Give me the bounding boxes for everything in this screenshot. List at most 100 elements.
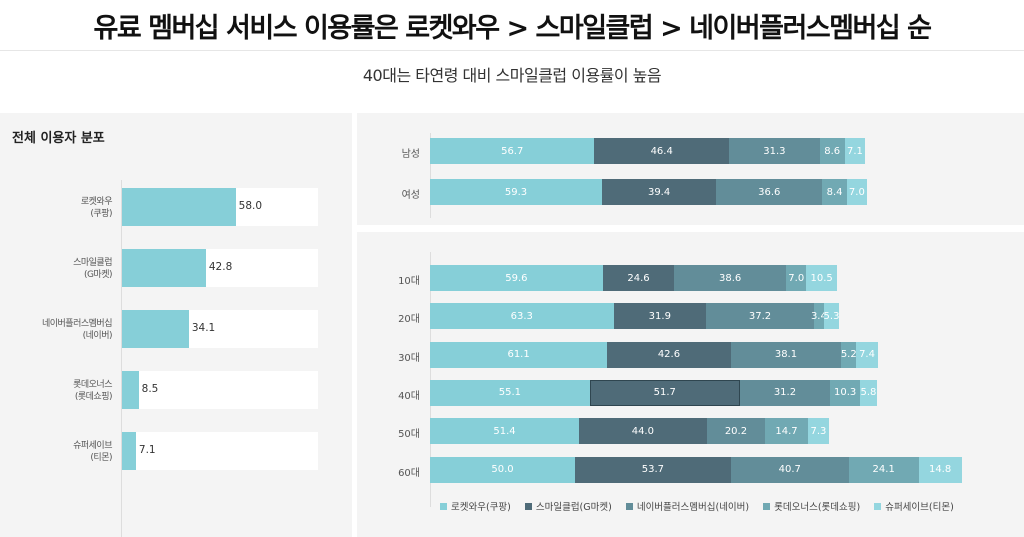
legend-swatch [874,502,882,510]
bar-segment: 51.4 [430,418,580,445]
bar-segment: 46.4 [594,138,729,164]
bar-segment: 56.7 [430,138,595,164]
bar-segment: 55.1 [430,379,590,406]
divider [0,50,1024,51]
data-label: 8.4 [826,186,843,198]
data-label: 50.0 [491,464,514,475]
category-label-line: (롯데쇼핑) [74,392,113,402]
data-label: 14.7 [775,425,798,437]
data-label: 24.1 [872,464,895,475]
data-label: 7.1 [847,145,863,157]
data-label: 10.5 [810,272,833,284]
data-label: 59.3 [504,186,528,198]
data-label: 7.3 [810,425,827,437]
category-label-line: 슈퍼세이브 [73,441,112,451]
category-label: 스마일클럽 (G마켓) [73,257,112,281]
data-label: 46.4 [650,145,673,157]
gender-chart-panel: 남성 56.7 46.4 31.3 8.6 7.1 여성 59.3 39.4 36.6 8.4 7.0 [357,113,1024,225]
data-label: 10.3 [833,387,857,399]
category-label-line: 스마일클럽 [73,258,112,268]
data-label: 61.1 [507,349,530,361]
category-label-line: 네이버플러스멤버십 [41,319,113,329]
category-label: 10대 [398,276,420,287]
category-label: 40대 [398,390,420,402]
category-label: 로켓와우 (쿠팡) [81,196,113,220]
bar-segment: 14.8 [918,456,962,483]
category-label-line: (네이버) [82,331,113,341]
category-label: 여성 [401,190,420,201]
legend-item: 롯데오너스(롯데쇼핑) [763,499,860,513]
bar-segment: 39.4 [601,179,717,205]
bar [122,310,189,348]
data-label: 8.5 [141,383,159,395]
category-label: 20대 [398,314,420,326]
data-label: 55.1 [498,387,522,399]
legend-swatch [763,502,771,510]
bar-track [122,371,318,409]
bar-segment: 37.2 [706,303,814,330]
bar-segment: 20.2 [706,418,766,445]
bar-segment: 59.6 [430,265,603,291]
data-label: 56.7 [501,145,524,157]
bar-segment: 5.3 [824,303,839,330]
data-label: 5.8 [860,387,877,399]
data-label: 7.0 [788,272,805,284]
data-label: 7.4 [859,349,875,361]
bar [122,249,206,287]
legend-label: 스마일클럽(G마켓) [535,502,612,513]
category-label-line: (G마켓) [83,270,113,280]
legend-item: 네이버플러스멤버십(네이버) [625,499,750,513]
bar-segment: 36.6 [716,179,823,205]
data-label: 63.3 [510,310,533,322]
legend-item: 스마일클럽(G마켓) [524,499,612,513]
data-label: 3.4 [810,310,827,322]
legend-swatch [625,502,633,510]
bar-segment: 10.3 [830,379,861,406]
bar-track [122,432,318,470]
bar-segment: 38.1 [730,341,842,368]
legend-label: 네이버플러스멤버십(네이버) [636,502,750,513]
data-label: 51.4 [493,425,516,437]
data-label: 7.0 [848,186,865,198]
category-label: 남성 [401,149,420,160]
bar-segment: 31.3 [728,138,820,164]
data-label: 39.4 [647,186,671,198]
data-label: 38.6 [719,272,742,284]
overall-chart-panel: 전체 이용자 분포 로켓와우 (쿠팡) 58.0 스마일클럽 (G마켓) 42.8 네이버플… [0,113,352,537]
data-label: 44.0 [631,425,654,437]
bar-segment: 31.2 [739,379,831,406]
bar-segment: 51.7 [589,379,740,406]
bar-segment: 5.2 [840,341,857,368]
bar-segment: 7.0 [846,179,868,205]
legend-label: 로켓와우(쿠팡) [451,502,511,513]
data-label: 31.2 [773,387,797,399]
bar-segment: 42.6 [607,341,731,368]
axis-line [121,180,122,537]
bar-segment: 61.1 [430,341,608,368]
bar [122,371,139,409]
data-label: 42.8 [208,261,233,273]
category-label: 롯데오너스 (롯데쇼핑) [73,379,112,403]
data-label: 34.1 [191,322,216,334]
bar-segment: 53.7 [575,456,731,483]
data-label: 36.6 [758,186,781,198]
overall-chart-title: 전체 이용자 분포 [12,131,105,146]
data-label: 20.2 [724,425,748,437]
legend: 로켓와우(쿠팡) 스마일클럽(G마켓) 네이버플러스멤버십(네이버) 롯데오너스(롯데… [440,499,954,513]
bar-segment: 7.4 [856,341,878,368]
bar [122,188,236,226]
data-label: 58.0 [238,200,263,212]
legend-swatch [524,502,532,510]
bar-segment: 3.4 [810,303,827,330]
legend-item: 슈퍼세이브(티몬) [874,499,954,513]
data-label: 7.1 [138,444,156,456]
data-label: 5.2 [840,349,857,361]
data-label: 14.8 [928,464,952,475]
category-label-line: 롯데오너스 [73,380,112,390]
data-label: 8.6 [824,145,841,157]
legend-label: 슈퍼세이브(티몬) [885,502,954,513]
axis-line [430,252,431,507]
legend-label: 롯데오너스(롯데쇼핑) [774,502,861,513]
data-label: 38.1 [774,349,798,361]
data-label: 24.6 [627,272,650,284]
